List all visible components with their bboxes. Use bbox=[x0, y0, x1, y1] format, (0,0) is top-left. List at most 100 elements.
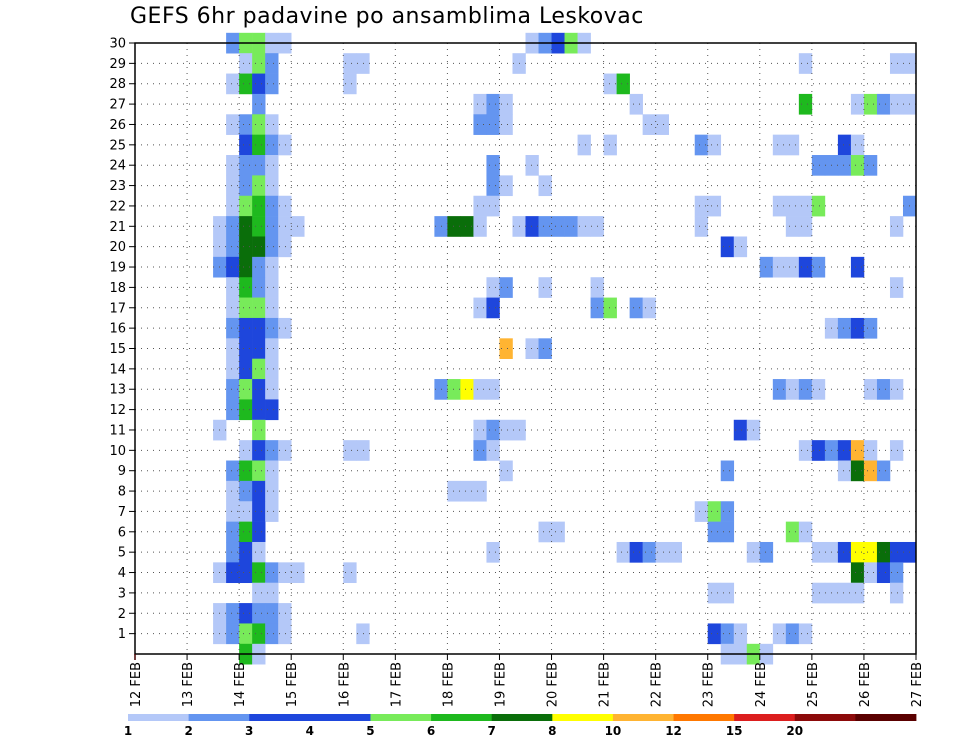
heatmap-cell bbox=[252, 399, 266, 421]
heatmap-cell bbox=[473, 379, 487, 400]
heatmap-cell bbox=[837, 582, 852, 604]
heatmap-cell bbox=[733, 236, 748, 258]
x-tick-label: 18 FEB bbox=[441, 662, 456, 707]
y-tick-label: 26 bbox=[109, 118, 126, 133]
heatmap-cell bbox=[499, 93, 513, 115]
heatmap-cell bbox=[785, 216, 800, 237]
heatmap-cell bbox=[707, 521, 722, 543]
heatmap-cell bbox=[265, 195, 279, 217]
heatmap-cell bbox=[798, 216, 813, 237]
heatmap-cell bbox=[863, 562, 878, 584]
heatmap-cell bbox=[707, 501, 722, 522]
y-tick-label: 7 bbox=[118, 505, 126, 520]
heatmap-cell bbox=[694, 501, 709, 522]
heatmap-cell bbox=[226, 256, 240, 278]
y-tick-label: 4 bbox=[118, 566, 126, 581]
heatmap-cell bbox=[239, 623, 253, 645]
heatmap-cell bbox=[226, 562, 240, 584]
heatmap-cell bbox=[226, 603, 240, 624]
chart-title: GEFS 6hr padavine po ansamblima Leskovac bbox=[130, 4, 644, 29]
heatmap-cell bbox=[265, 440, 279, 461]
legend-swatch bbox=[249, 714, 311, 721]
heatmap-cell bbox=[239, 440, 253, 461]
y-tick-label: 2 bbox=[118, 607, 126, 622]
heatmap-cell bbox=[265, 338, 279, 359]
heatmap-cell bbox=[720, 623, 735, 645]
y-axis-ticks: 1234567891011121314151617181920212223242… bbox=[109, 37, 135, 642]
heatmap-cell bbox=[226, 195, 240, 217]
heatmap-cell bbox=[577, 134, 591, 156]
heatmap-cell bbox=[252, 93, 266, 115]
heatmap-cell bbox=[655, 541, 669, 563]
heatmap-cell bbox=[226, 175, 240, 197]
heatmap-cell bbox=[486, 297, 500, 319]
heatmap-cell bbox=[785, 195, 800, 217]
heatmap-cell bbox=[577, 216, 591, 237]
heatmap-cell bbox=[642, 297, 656, 319]
heatmap-cell bbox=[811, 541, 826, 563]
heatmap-cell bbox=[889, 562, 904, 584]
heatmap-cell bbox=[499, 419, 513, 441]
heatmap-cell bbox=[499, 114, 513, 135]
heatmap-cell bbox=[707, 134, 722, 156]
heatmap-cell bbox=[811, 155, 826, 176]
heatmap-cell bbox=[876, 562, 891, 584]
heatmap-cell bbox=[525, 155, 539, 176]
heatmap-cell bbox=[616, 73, 630, 95]
y-tick-label: 22 bbox=[109, 199, 126, 214]
heatmap-cell bbox=[447, 379, 461, 400]
heatmap-cell bbox=[252, 175, 266, 197]
y-tick-label: 27 bbox=[109, 98, 126, 113]
legend-swatch bbox=[370, 714, 432, 721]
heatmap-cell bbox=[720, 460, 735, 482]
heatmap-cell bbox=[798, 379, 813, 400]
heatmap-cell bbox=[785, 134, 800, 156]
heatmap-cell bbox=[239, 338, 253, 359]
heatmap-cell bbox=[239, 236, 253, 258]
heatmap-cell bbox=[889, 93, 904, 115]
heatmap-cell bbox=[239, 256, 253, 278]
heatmap-cell bbox=[265, 623, 279, 645]
x-tick-label: 16 FEB bbox=[337, 662, 352, 707]
legend-label: 3 bbox=[245, 724, 253, 738]
heatmap-cell bbox=[863, 541, 878, 563]
heatmap-cell bbox=[252, 521, 266, 543]
heatmap-cell bbox=[772, 195, 787, 217]
grid-lines bbox=[135, 43, 916, 654]
legend-swatch bbox=[491, 714, 553, 721]
heatmap-cell bbox=[863, 460, 878, 482]
y-tick-label: 13 bbox=[109, 383, 126, 398]
heatmap-cell bbox=[694, 216, 709, 237]
heatmap-cell bbox=[889, 440, 904, 461]
y-tick-label: 24 bbox=[109, 159, 126, 174]
legend-swatch bbox=[431, 714, 493, 721]
heatmap-cell bbox=[564, 216, 578, 237]
heatmap-cell bbox=[850, 460, 865, 482]
heatmap-cell bbox=[265, 399, 279, 421]
heatmap-cell bbox=[226, 114, 240, 135]
heatmap-cell bbox=[278, 236, 292, 258]
heatmap-cell bbox=[486, 195, 500, 217]
heatmap-cell bbox=[252, 480, 266, 502]
heatmap-cell bbox=[629, 541, 643, 563]
heatmap-cell bbox=[252, 338, 266, 359]
legend-swatch bbox=[188, 714, 250, 721]
heatmap-cell bbox=[707, 195, 722, 217]
y-tick-label: 17 bbox=[109, 301, 126, 316]
heatmap-cell bbox=[265, 501, 279, 522]
heatmap-cell bbox=[850, 134, 865, 156]
heatmap-cell bbox=[252, 541, 266, 563]
heatmap-cell bbox=[226, 277, 240, 298]
heatmap-cell bbox=[226, 236, 240, 258]
heatmap-cell bbox=[850, 317, 865, 339]
heatmap-cell bbox=[226, 399, 240, 421]
heatmap-cell bbox=[551, 521, 565, 543]
heatmap-cell bbox=[473, 297, 487, 319]
heatmap-cell bbox=[473, 480, 487, 502]
heatmap-cell bbox=[239, 134, 253, 156]
heatmap-cell bbox=[265, 379, 279, 400]
legend-label: 4 bbox=[306, 724, 314, 738]
heatmap-cell bbox=[850, 155, 865, 176]
heatmap-cell bbox=[343, 562, 357, 584]
heatmap-cell bbox=[239, 541, 253, 563]
